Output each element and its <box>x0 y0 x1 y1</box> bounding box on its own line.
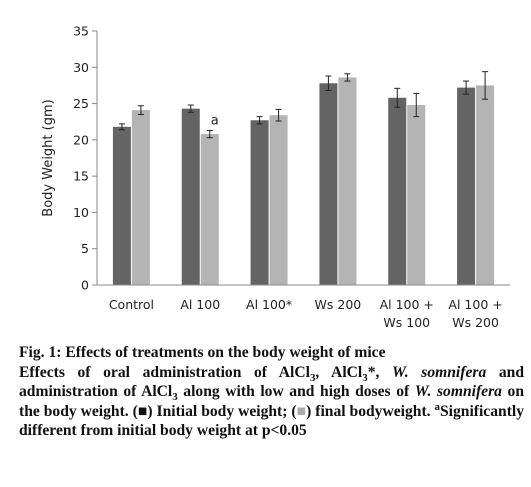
caption-text: , AlCl <box>315 363 363 381</box>
y-axis-title: Body Weight (gm) <box>41 99 56 216</box>
x-tick-label: Ws 200 <box>315 297 362 312</box>
caption-subscript: 3 <box>362 371 368 384</box>
bar <box>407 105 426 285</box>
x-tick-label: Al 100 + <box>380 297 434 312</box>
caption-text: Effects of oral administration of AlCl <box>19 363 310 381</box>
caption-subscript: 3 <box>172 391 178 404</box>
y-axis-ticks: 0 5 10 15 20 25 30 35 <box>73 24 97 293</box>
y-tick-label: 0 <box>81 278 89 293</box>
caption-subscript: 3 <box>309 371 316 384</box>
x-axis-labels: Control Al 100 Al 100* Ws 200 Al 100 + Ws 100… <box>109 297 503 330</box>
bar <box>388 97 407 285</box>
bar <box>250 120 269 286</box>
x-tick-label: Al 100 + <box>448 297 502 312</box>
caption-text: and administration of AlCl <box>19 363 525 401</box>
caption-species-name: W. somnifera <box>414 383 502 400</box>
bar <box>476 85 495 285</box>
x-tick-label: Control <box>109 297 154 312</box>
error-bars <box>118 71 489 139</box>
bar <box>181 108 200 285</box>
y-tick-label: 5 <box>81 241 89 256</box>
bar <box>269 115 288 285</box>
x-tick-label: Al 100* <box>246 297 292 312</box>
legend-square-light: ■ <box>296 402 307 420</box>
annotations: a <box>211 113 219 128</box>
caption-title: Fig. 1: Effects of treatments on the bod… <box>19 344 386 361</box>
caption-text: ) final bodyweight. <box>306 402 435 420</box>
bar <box>200 134 219 285</box>
caption-text: *, <box>367 363 393 381</box>
caption-text: on the body weight. ( <box>19 383 524 420</box>
caption-text: Significantly different from initial bod… <box>19 402 525 440</box>
bar <box>131 110 150 285</box>
bars <box>112 77 495 286</box>
figure-caption: Fig. 1: Effects of treatments on the bod… <box>19 343 524 441</box>
caption-text: ) Initial body weight; ( <box>147 402 297 420</box>
y-tick-label: 20 <box>73 132 89 147</box>
x-tick-label: Ws 100 <box>383 315 430 330</box>
y-tick-label: 30 <box>73 60 89 75</box>
y-tick-label: 25 <box>73 96 89 111</box>
bar <box>319 83 338 285</box>
x-tick-label: Al 100 <box>180 297 220 312</box>
caption-text: along with low and high doses of <box>177 383 415 400</box>
caption-body: Effects of oral administration of AlCl3,… <box>19 363 524 441</box>
y-tick-label: 35 <box>73 24 89 39</box>
significance-marker: a <box>211 113 219 128</box>
x-tick-label: Ws 200 <box>452 315 499 330</box>
bar <box>338 77 357 286</box>
bar <box>457 87 476 285</box>
caption-species-name: W. somnifera <box>392 363 487 381</box>
caption-superscript: a <box>434 400 440 413</box>
y-tick-label: 10 <box>73 205 89 220</box>
y-tick-label: 15 <box>73 169 89 184</box>
legend-square-dark: ■ <box>137 402 148 420</box>
bar-chart: 0 5 10 15 20 25 30 35 Control Al 100 Al 100* Ws 20… <box>41 24 510 330</box>
bar <box>112 126 131 286</box>
